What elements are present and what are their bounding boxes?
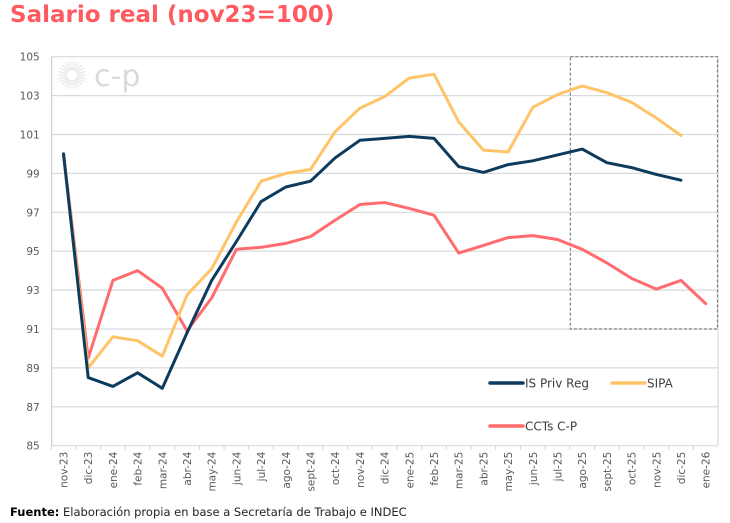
source-text: Elaboración propia en base a Secretaría …	[59, 505, 407, 519]
chart-title: Salario real (nov23=100)	[10, 2, 335, 28]
logo-sun-ray	[58, 75, 68, 80]
logo-sun-ray	[72, 61, 77, 71]
y-tick-label: 89	[26, 363, 39, 375]
y-tick-label: 99	[26, 168, 39, 180]
x-tick-label: oct-25	[627, 452, 639, 485]
y-tick-label: 97	[26, 207, 39, 219]
x-tick-label: may-25	[503, 452, 515, 492]
x-tick-label: may-24	[207, 451, 219, 491]
logo-sun-ray	[74, 62, 80, 71]
x-tick-label: jun-24	[231, 451, 243, 486]
x-tick-label: feb-25	[429, 452, 441, 486]
x-tick-label: dic-24	[380, 451, 392, 484]
logo-sun-ray	[59, 67, 68, 73]
source-note: Fuente: Elaboración propia en base a Sec…	[10, 505, 407, 519]
x-tick-label: ene-25	[404, 452, 416, 489]
legend-label: IS Priv Reg	[525, 377, 589, 391]
logo-sun-ray	[64, 62, 70, 71]
logo-sun-ray	[72, 79, 77, 89]
logo-sun-ray	[64, 79, 70, 88]
x-tick-label: ago-25	[577, 452, 589, 489]
logo-sun-ray	[59, 77, 68, 83]
y-tick-label: 105	[20, 52, 40, 64]
logo-sun-ray	[76, 75, 86, 80]
x-tick-label: dic-23	[83, 452, 95, 485]
y-tick-label: 93	[26, 285, 39, 297]
logo-text: c-p	[94, 59, 140, 94]
x-tick-label: mar-24	[157, 451, 169, 489]
series-line-ccts-c-p	[62, 152, 708, 360]
x-tick-label: feb-24	[133, 451, 145, 485]
logo-sun-ray	[76, 67, 85, 73]
logo-sun-ray	[67, 79, 72, 89]
x-tick-label: nov-23	[59, 452, 71, 488]
x-tick-label: ago-24	[281, 451, 293, 488]
x-tick-label: sept-25	[602, 452, 614, 492]
y-tick-label: 87	[26, 402, 39, 414]
y-tick-label: 91	[26, 324, 39, 336]
x-tick-label: ene-26	[701, 451, 713, 488]
logo-sun-ray	[58, 70, 68, 75]
highlight-box	[569, 56, 719, 330]
y-tick-label: 103	[20, 91, 40, 103]
y-tick-label: 85	[26, 441, 39, 453]
x-tick-label: mar-25	[454, 452, 466, 489]
x-tick-label: jul-25	[553, 452, 565, 483]
x-tick-label: nov-25	[651, 452, 663, 488]
x-tick-label: sept-24	[306, 451, 318, 491]
logo-sun-ray	[76, 77, 85, 83]
logo: c-p	[58, 59, 140, 94]
x-tick-label: nov-24	[355, 451, 367, 487]
legend-label: CCTs C-P	[525, 420, 577, 434]
series-line-is-priv-reg	[62, 134, 683, 390]
y-tick-label: 95	[26, 246, 39, 258]
legend-label: SIPA	[647, 377, 674, 391]
logo-sun-ray	[74, 79, 80, 88]
source-label: Fuente:	[10, 505, 60, 519]
logo-sun-ray	[75, 64, 83, 72]
x-tick-label: oct-24	[330, 451, 342, 485]
series-line-sipa	[62, 72, 683, 370]
line-chart: 85 87 89 91 93 95 97 99 101 103 105 c-p nov-23 dic-23…	[20, 52, 719, 492]
x-tick-label: ene-24	[108, 451, 120, 488]
logo-sun-ray	[61, 78, 69, 86]
logo-sun-ray	[76, 70, 86, 75]
logo-sun-ray	[61, 64, 69, 72]
x-tick-label: dic-25	[676, 452, 688, 485]
logo-sun-ray	[67, 61, 72, 71]
y-tick-label: 101	[20, 130, 40, 142]
x-tick-label: jun-25	[528, 452, 540, 486]
x-tick-label: jul-24	[256, 451, 268, 482]
x-tick-label: abr-24	[182, 451, 194, 485]
logo-sun-ray	[75, 78, 83, 86]
x-tick-label: abr-25	[478, 452, 490, 486]
